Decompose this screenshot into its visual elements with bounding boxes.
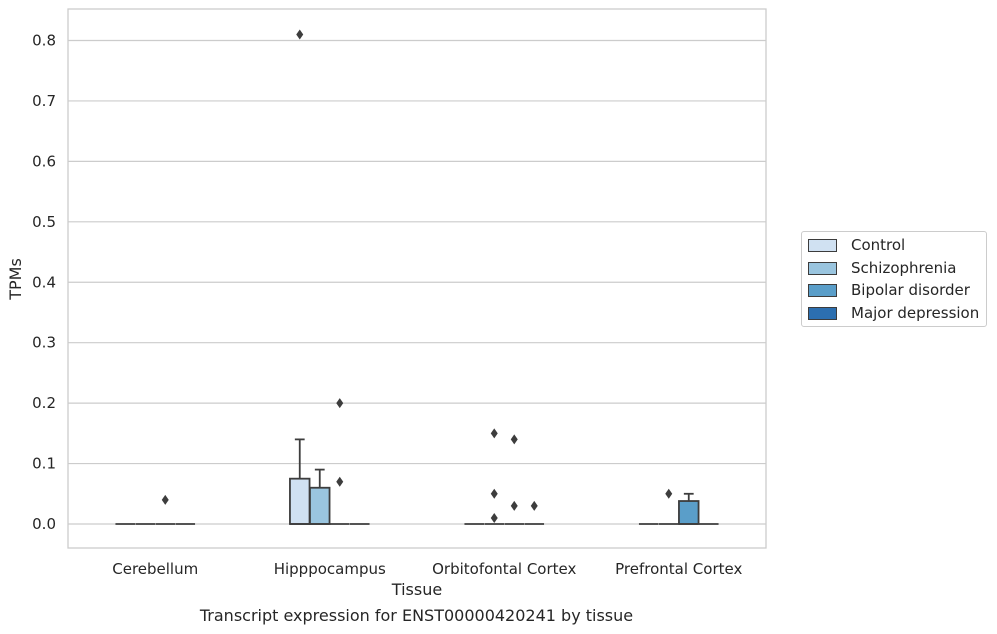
box-body [309, 486, 331, 525]
x-tick-label: Hipppocampus [274, 560, 386, 578]
legend-label-control: Control [851, 236, 906, 254]
box-bipolar-disorder-orbitofontal-cortex [504, 434, 525, 525]
box-schizophrenia-hipppocampus [309, 468, 331, 525]
legend-item-major-depression: Major depression [808, 303, 979, 323]
outlier-point [490, 428, 498, 439]
x-axis-label: Tissue [391, 580, 442, 599]
outlier-point [336, 476, 344, 487]
box-bipolar-disorder-hipppocampus [329, 398, 350, 525]
y-tick-labels: 0.0 0.1 0.2 0.3 0.4 0.5 0.6 0.7 0.8 [32, 32, 56, 534]
y-tick-label: 0.6 [32, 152, 56, 170]
box-series [115, 29, 719, 525]
box-body [678, 500, 700, 525]
legend-item-bipolar-disorder: Bipolar disorder [808, 280, 970, 300]
legend-item-control: Control [808, 235, 905, 255]
y-tick-label: 0.2 [32, 394, 56, 412]
y-tick-label: 0.8 [32, 32, 56, 50]
x-tick-labels: Cerebellum Hipppocampus Orbitofontal Corte… [112, 560, 742, 578]
outlier-point [530, 500, 538, 511]
y-tick-label: 0.4 [32, 273, 56, 291]
box-major-depression-orbitofontal-cortex [524, 500, 545, 525]
legend-label-bipolar-disorder: Bipolar disorder [851, 281, 970, 299]
legend-label-major-depression: Major depression [851, 304, 980, 322]
plot-frame [67, 8, 767, 549]
legend-swatch-bipolar-disorder [808, 283, 837, 297]
y-axis-label: TPMs [6, 258, 25, 301]
box-bipolar-disorder-prefrontal-cortex [678, 492, 700, 525]
legend-swatch-control [808, 238, 837, 252]
y-tick-label: 0.3 [32, 334, 56, 352]
legend-label-schizophrenia: Schizophrenia [851, 259, 957, 277]
box-body [289, 477, 311, 525]
outlier-point [336, 398, 344, 409]
outlier-point [510, 500, 518, 511]
outlier-point [490, 488, 498, 499]
y-tick-label: 0.7 [32, 92, 56, 110]
outlier-point [665, 488, 673, 499]
outlier-point [490, 512, 498, 523]
box-control-hipppocampus [289, 29, 311, 525]
outlier-point [510, 434, 518, 445]
box-schizophrenia-prefrontal-cortex [658, 488, 679, 525]
legend-swatch-schizophrenia [808, 261, 837, 275]
chart-caption: Transcript expression for ENST0000042024… [199, 606, 634, 625]
legend: Control Schizophrenia Bipolar disorder M… [801, 231, 987, 327]
x-tick-label: Orbitofontal Cortex [432, 560, 576, 578]
x-tick-label: Prefrontal Cortex [615, 560, 742, 578]
legend-item-schizophrenia: Schizophrenia [808, 258, 956, 278]
y-tick-label: 0.0 [32, 515, 56, 533]
box-bipolar-disorder-cerebellum [155, 494, 176, 525]
y-tick-label: 0.5 [32, 213, 56, 231]
box-schizophrenia-orbitofontal-cortex [484, 428, 505, 525]
y-tick-label: 0.1 [32, 455, 56, 473]
legend-swatch-major-depression [808, 306, 837, 320]
x-tick-label: Cerebellum [112, 560, 198, 578]
gridlines [68, 39, 766, 525]
outlier-point [161, 494, 169, 505]
outlier-point [296, 29, 304, 40]
